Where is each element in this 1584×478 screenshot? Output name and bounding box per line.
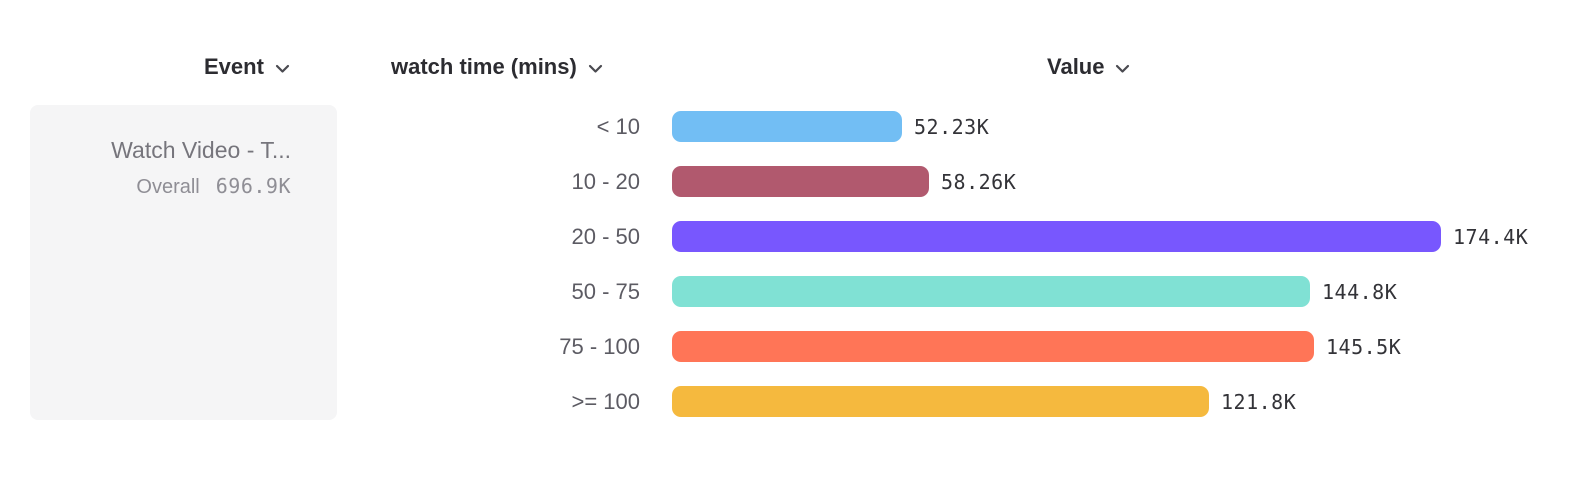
overall-label: Overall (136, 175, 200, 198)
bar-value-label: 58.26K (941, 169, 1017, 194)
bucket-label: 50 - 75 (571, 278, 641, 304)
chevron-down-icon (1115, 64, 1130, 74)
bar-segment[interactable] (672, 331, 1314, 362)
bucket-label: 10 - 20 (571, 168, 641, 194)
column-header-event[interactable]: Event (204, 54, 290, 80)
bar-row: >= 100 121.8K (0, 374, 1584, 429)
column-header-watch-time-label: watch time (mins) (391, 54, 577, 79)
column-header-value-label: Value (1047, 54, 1105, 79)
overall-value: 696.9K (215, 173, 291, 198)
bar-value-label: 121.8K (1221, 389, 1297, 414)
bar-chart: < 10 52.23K 10 - 20 58.26K 20 - 50 174.4K 50 -… (0, 99, 1584, 429)
bar-row: 75 - 100 145.5K (0, 319, 1584, 374)
bar-value-label: 145.5K (1326, 334, 1402, 359)
bucket-label: 75 - 100 (559, 333, 640, 359)
bar-segment[interactable] (672, 166, 929, 197)
event-title: Watch Video - T... (111, 137, 291, 163)
bar-row: 50 - 75 144.8K (0, 264, 1584, 319)
bar-segment[interactable] (672, 111, 902, 142)
bar-value-label: 52.23K (914, 114, 990, 139)
event-overall: Overall 696.9K (30, 174, 291, 199)
column-header-event-label: Event (204, 54, 264, 79)
chevron-down-icon (275, 64, 290, 74)
bucket-label: < 10 (596, 113, 640, 139)
bar-row: < 10 52.23K (0, 99, 1584, 154)
bar-segment[interactable] (672, 276, 1310, 307)
bar-value-label: 144.8K (1322, 279, 1398, 304)
column-header-value[interactable]: Value (1047, 54, 1130, 80)
bar-segment[interactable] (672, 221, 1441, 252)
bar-value-label: 174.4K (1453, 224, 1529, 249)
column-header-watch-time[interactable]: watch time (mins) (391, 54, 603, 80)
bar-row: 10 - 20 58.26K (0, 154, 1584, 209)
bar-row: 20 - 50 174.4K (0, 209, 1584, 264)
bar-segment[interactable] (672, 386, 1209, 417)
bucket-label: >= 100 (571, 388, 640, 414)
event-card[interactable]: Watch Video - T... Overall 696.9K (30, 105, 337, 420)
chevron-down-icon (588, 64, 603, 74)
bucket-label: 20 - 50 (571, 223, 641, 249)
